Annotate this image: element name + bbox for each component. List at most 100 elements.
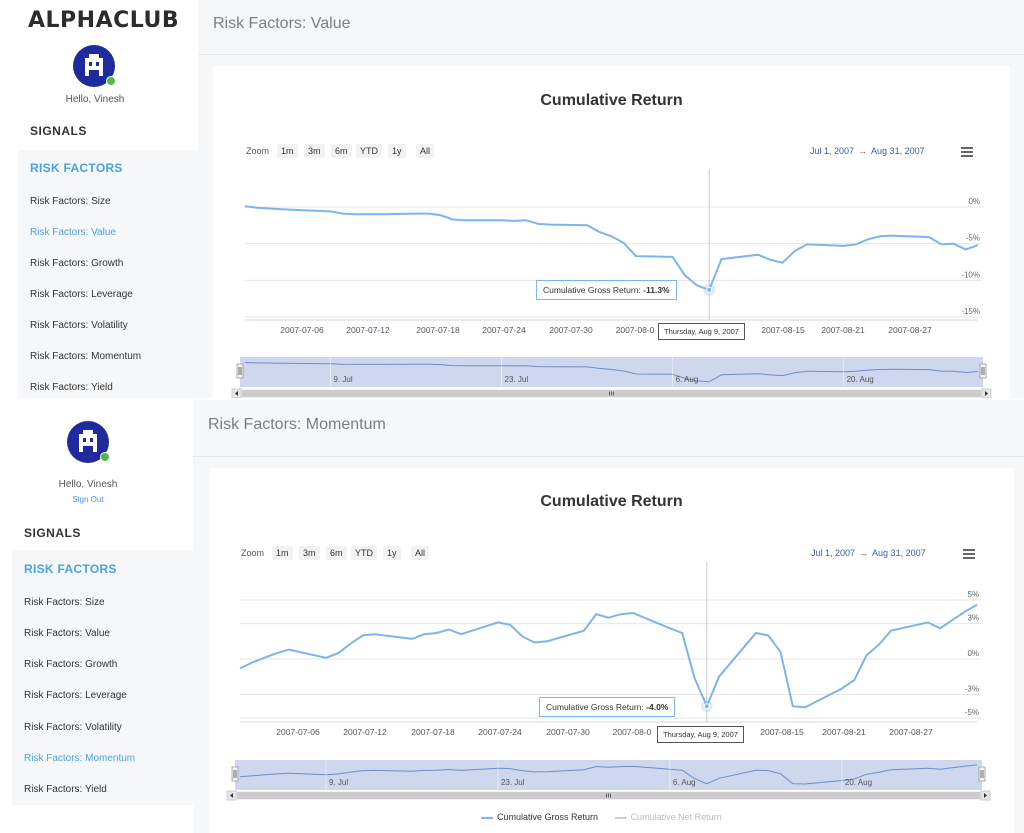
navigator-left-handle[interactable] — [236, 363, 244, 379]
risk-factors-section-bg — [18, 150, 198, 398]
range-to[interactable]: Aug 31, 2007 — [871, 146, 925, 156]
zoom-1y-button[interactable]: 1y — [383, 546, 401, 560]
legend-net[interactable]: Cumulative Net Return — [614, 812, 722, 822]
y-tick-label: 0% — [968, 197, 980, 206]
chart-title: Cumulative Return — [540, 92, 683, 109]
chart-tooltip: Cumulative Gross Return: -4.0% — [539, 697, 676, 717]
navigator-label: 23. Jul — [505, 375, 529, 384]
navigator-scrollbar[interactable] — [231, 388, 992, 398]
range-arrow: → — [859, 548, 869, 558]
online-status-dot — [100, 452, 110, 462]
legend-gross-swatch — [481, 816, 493, 819]
x-tick-label: 2007-08-21 — [821, 325, 865, 335]
zoom-label: Zoom — [241, 548, 265, 558]
range-from[interactable]: Jul 1, 2007 — [811, 548, 856, 558]
sign-out-link[interactable]: Sign Out — [72, 495, 104, 504]
x-tick-label: 2007-08-21 — [822, 727, 866, 737]
sidebar-item-yield[interactable]: Risk Factors: Yield — [24, 784, 107, 795]
navigator-label: 9. Jul — [329, 778, 348, 787]
navigator-label: 9. Jul — [334, 375, 353, 384]
x-tick-label: 2007-08-0 — [616, 325, 655, 335]
sidebar-item-volatility[interactable]: Risk Factors: Volatility — [24, 722, 122, 733]
app-logo[interactable]: ALPHACLUB — [28, 8, 180, 33]
date-range[interactable]: Jul 1, 2007 → Aug 31, 2007 — [810, 146, 925, 156]
navigator-mask — [235, 760, 982, 790]
y-tick-label: -15% — [961, 307, 980, 316]
chart-title: Cumulative Return — [540, 493, 683, 510]
x-tick-label: 2007-07-06 — [276, 727, 320, 737]
chart-tooltip: Cumulative Gross Return: -11.3% — [536, 280, 677, 300]
zoom-6m-button[interactable]: 6m — [331, 144, 352, 158]
panel-value: ALPHACLUB Hello, Vinesh SIGNALS RISK FAC… — [0, 0, 1024, 398]
sidebar-item-value[interactable]: Risk Factors: Value — [24, 628, 110, 639]
sidebar-item-leverage[interactable]: Risk Factors: Leverage — [30, 289, 133, 300]
legend-gross[interactable]: Cumulative Gross Return — [481, 812, 598, 822]
zoom-6m-button[interactable]: 6m — [326, 546, 347, 560]
zoom-ytd-button[interactable]: YTD — [351, 546, 377, 560]
nav-risk-factors[interactable]: RISK FACTORS — [24, 562, 117, 576]
nav-risk-factors[interactable]: RISK FACTORS — [30, 161, 123, 175]
sidebar-item-growth[interactable]: Risk Factors: Growth — [30, 258, 124, 269]
series-line-gross — [244, 205, 979, 292]
y-tick-label: -10% — [961, 270, 980, 279]
sidebar-item-momentum[interactable]: Risk Factors: Momentum — [30, 351, 142, 362]
date-range[interactable]: Jul 1, 2007 → Aug 31, 2007 — [811, 548, 926, 558]
sidebar-item-size[interactable]: Risk Factors: Size — [30, 196, 111, 207]
navigator-left-handle[interactable] — [231, 766, 239, 782]
navigator-label: 6. Aug — [673, 778, 696, 787]
panel-momentum: Hello, Vinesh Sign Out SIGNALS RISK FACT… — [0, 400, 1024, 833]
x-tick-label: 2007-08-15 — [761, 325, 805, 335]
x-tick-label: 2007-08-27 — [889, 727, 933, 737]
sidebar-item-momentum[interactable]: Risk Factors: Momentum — [24, 753, 136, 764]
zoom-1m-button[interactable]: 1m — [277, 144, 298, 158]
zoom-ytd-button[interactable]: YTD — [356, 144, 382, 158]
y-tick-label: -5% — [966, 234, 980, 243]
zoom-1m-button[interactable]: 1m — [272, 546, 293, 560]
chart-menu-icon[interactable] — [961, 147, 973, 157]
sidebar-item-value[interactable]: Risk Factors: Value — [30, 227, 116, 238]
y-tick-label: 3% — [967, 614, 979, 623]
zoom-all-button[interactable]: All — [411, 546, 430, 560]
sidebar-item-leverage[interactable]: Risk Factors: Leverage — [24, 690, 127, 701]
zoom-3m-button[interactable]: 3m — [304, 144, 325, 158]
avatar[interactable] — [67, 421, 110, 463]
y-tick-label: 5% — [967, 590, 979, 599]
cumulative-return-chart[interactable]: 0% -5% -10% -15% 2007-07-06 2007-07-12 2007-07… — [198, 0, 1024, 398]
range-from[interactable]: Jul 1, 2007 — [810, 146, 855, 156]
navigator-right-handle[interactable] — [978, 766, 986, 782]
chart-menu-icon[interactable] — [963, 549, 975, 559]
zoom-all-button[interactable]: All — [416, 144, 435, 158]
main-content: Risk Factors: Momentum Cumulative Return… — [193, 400, 1024, 833]
range-to[interactable]: Aug 31, 2007 — [872, 548, 926, 558]
nav-signals[interactable]: SIGNALS — [24, 526, 81, 540]
sidebar-item-size[interactable]: Risk Factors: Size — [24, 597, 105, 608]
tooltip-label: Cumulative Gross Return: — [546, 702, 647, 712]
navigator-mask — [240, 357, 983, 387]
title-divider — [193, 456, 1024, 457]
navigator-label: 6. Aug — [676, 375, 699, 384]
navigator-series — [239, 764, 978, 785]
navigator-scrollbar[interactable] — [226, 790, 991, 801]
x-tick-label: 2007-07-24 — [478, 727, 522, 737]
sidebar-item-volatility[interactable]: Risk Factors: Volatility — [30, 320, 128, 331]
x-tick-label: 2007-08-15 — [760, 727, 804, 737]
nav-signals[interactable]: SIGNALS — [30, 124, 87, 138]
x-tick-label: 2007-07-18 — [416, 325, 460, 335]
navigator-right-handle[interactable] — [979, 363, 987, 379]
sidebar: ALPHACLUB Hello, Vinesh SIGNALS RISK FAC… — [0, 0, 198, 398]
cumulative-return-chart[interactable]: 5% 3% 0% -3% -5% 2007-07-06 2007-07-12 2007-07-… — [193, 400, 1024, 833]
sidebar-item-yield[interactable]: Risk Factors: Yield — [30, 382, 113, 393]
y-tick-label: -3% — [965, 684, 979, 693]
zoom-3m-button[interactable]: 3m — [299, 546, 320, 560]
navigator-label: 20. Aug — [845, 778, 872, 787]
avatar[interactable] — [73, 45, 116, 87]
legend-net-swatch — [614, 816, 627, 819]
hover-point — [706, 286, 713, 293]
tooltip-value: -11.3% — [643, 285, 670, 295]
x-tick-label: 2007-07-12 — [346, 325, 390, 335]
zoom-1y-button[interactable]: 1y — [388, 144, 406, 158]
main-content: Risk Factors: Value Cumulative Return Zo… — [198, 0, 1024, 398]
sidebar: Hello, Vinesh Sign Out SIGNALS RISK FACT… — [0, 400, 193, 833]
online-status-dot — [106, 76, 116, 86]
sidebar-item-growth[interactable]: Risk Factors: Growth — [24, 659, 118, 670]
